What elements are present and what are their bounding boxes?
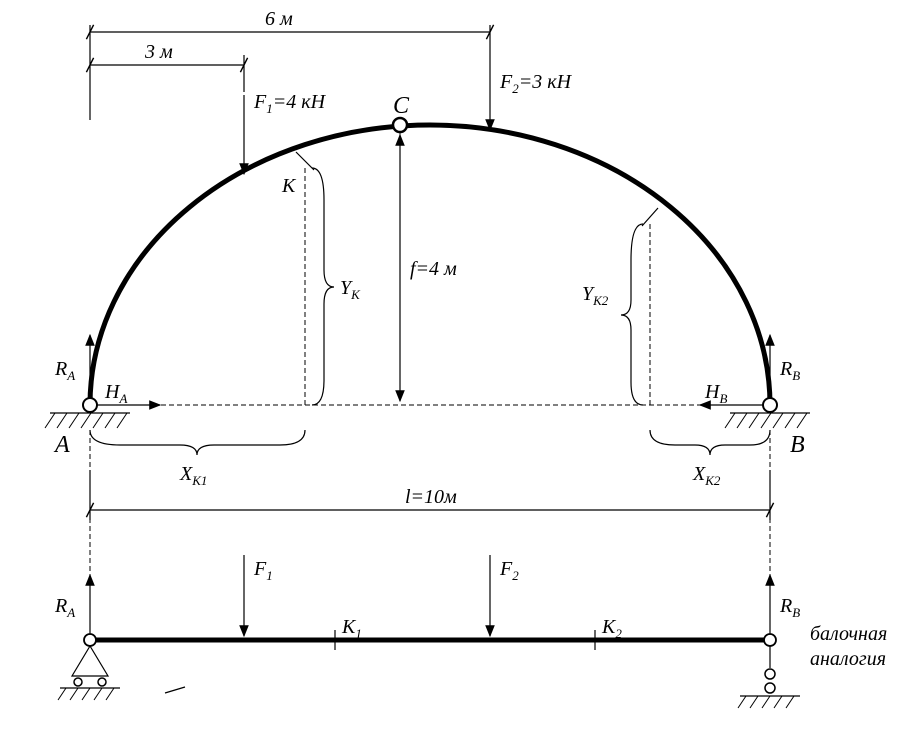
beam-pin-a bbox=[72, 646, 108, 676]
label-b: B bbox=[790, 432, 805, 458]
label-xk2: XK2 bbox=[692, 463, 721, 488]
label-f: f=4 м bbox=[410, 258, 457, 280]
hinge-a bbox=[83, 398, 97, 412]
label-k2: K2 bbox=[601, 616, 622, 641]
label-xk1: XK1 bbox=[179, 463, 207, 488]
label-hb: HB bbox=[704, 381, 727, 406]
label-yk2: YK2 bbox=[582, 283, 609, 308]
label-beam-f2: F2 bbox=[499, 558, 519, 583]
hinge-b bbox=[763, 398, 777, 412]
label-f2: F2=3 кН bbox=[499, 71, 573, 96]
label-l: l=10м bbox=[405, 486, 457, 508]
label-beam-ra: RA bbox=[54, 595, 75, 620]
brace-xk2 bbox=[650, 430, 770, 455]
label-c: C bbox=[393, 93, 410, 119]
ground-a bbox=[45, 413, 130, 428]
label-dim6: 6 м bbox=[265, 8, 293, 30]
label-rb: RB bbox=[779, 358, 800, 383]
hinge-c bbox=[393, 118, 407, 132]
beam-hinge-b bbox=[764, 634, 776, 646]
label-ra: RA bbox=[54, 358, 75, 383]
brace-xk1 bbox=[90, 430, 305, 455]
label-f1: F1=4 кН bbox=[253, 91, 327, 116]
beam-hinge-a bbox=[84, 634, 96, 646]
label-k1: K1 bbox=[341, 616, 362, 641]
label-beam-f1: F1 bbox=[253, 558, 273, 583]
label-dim3: 3 м bbox=[144, 41, 173, 63]
note-line2: аналогия bbox=[810, 648, 886, 670]
label-a: A bbox=[53, 432, 70, 458]
label-k: K bbox=[281, 175, 297, 197]
label-beam-rb: RB bbox=[779, 595, 800, 620]
section-k bbox=[296, 152, 314, 170]
section-k2 bbox=[642, 208, 658, 226]
brace-yk2 bbox=[621, 224, 643, 405]
label-yk: YK bbox=[340, 277, 361, 302]
label-ha: HA bbox=[104, 381, 127, 406]
ground-b bbox=[725, 413, 810, 428]
diagram-canvas: 3 м 6 м F1=4 кН F2=3 кН C K YK YK2 f=4 м… bbox=[0, 0, 914, 754]
brace-yk bbox=[312, 168, 334, 405]
note-line1: балочная bbox=[810, 623, 887, 645]
